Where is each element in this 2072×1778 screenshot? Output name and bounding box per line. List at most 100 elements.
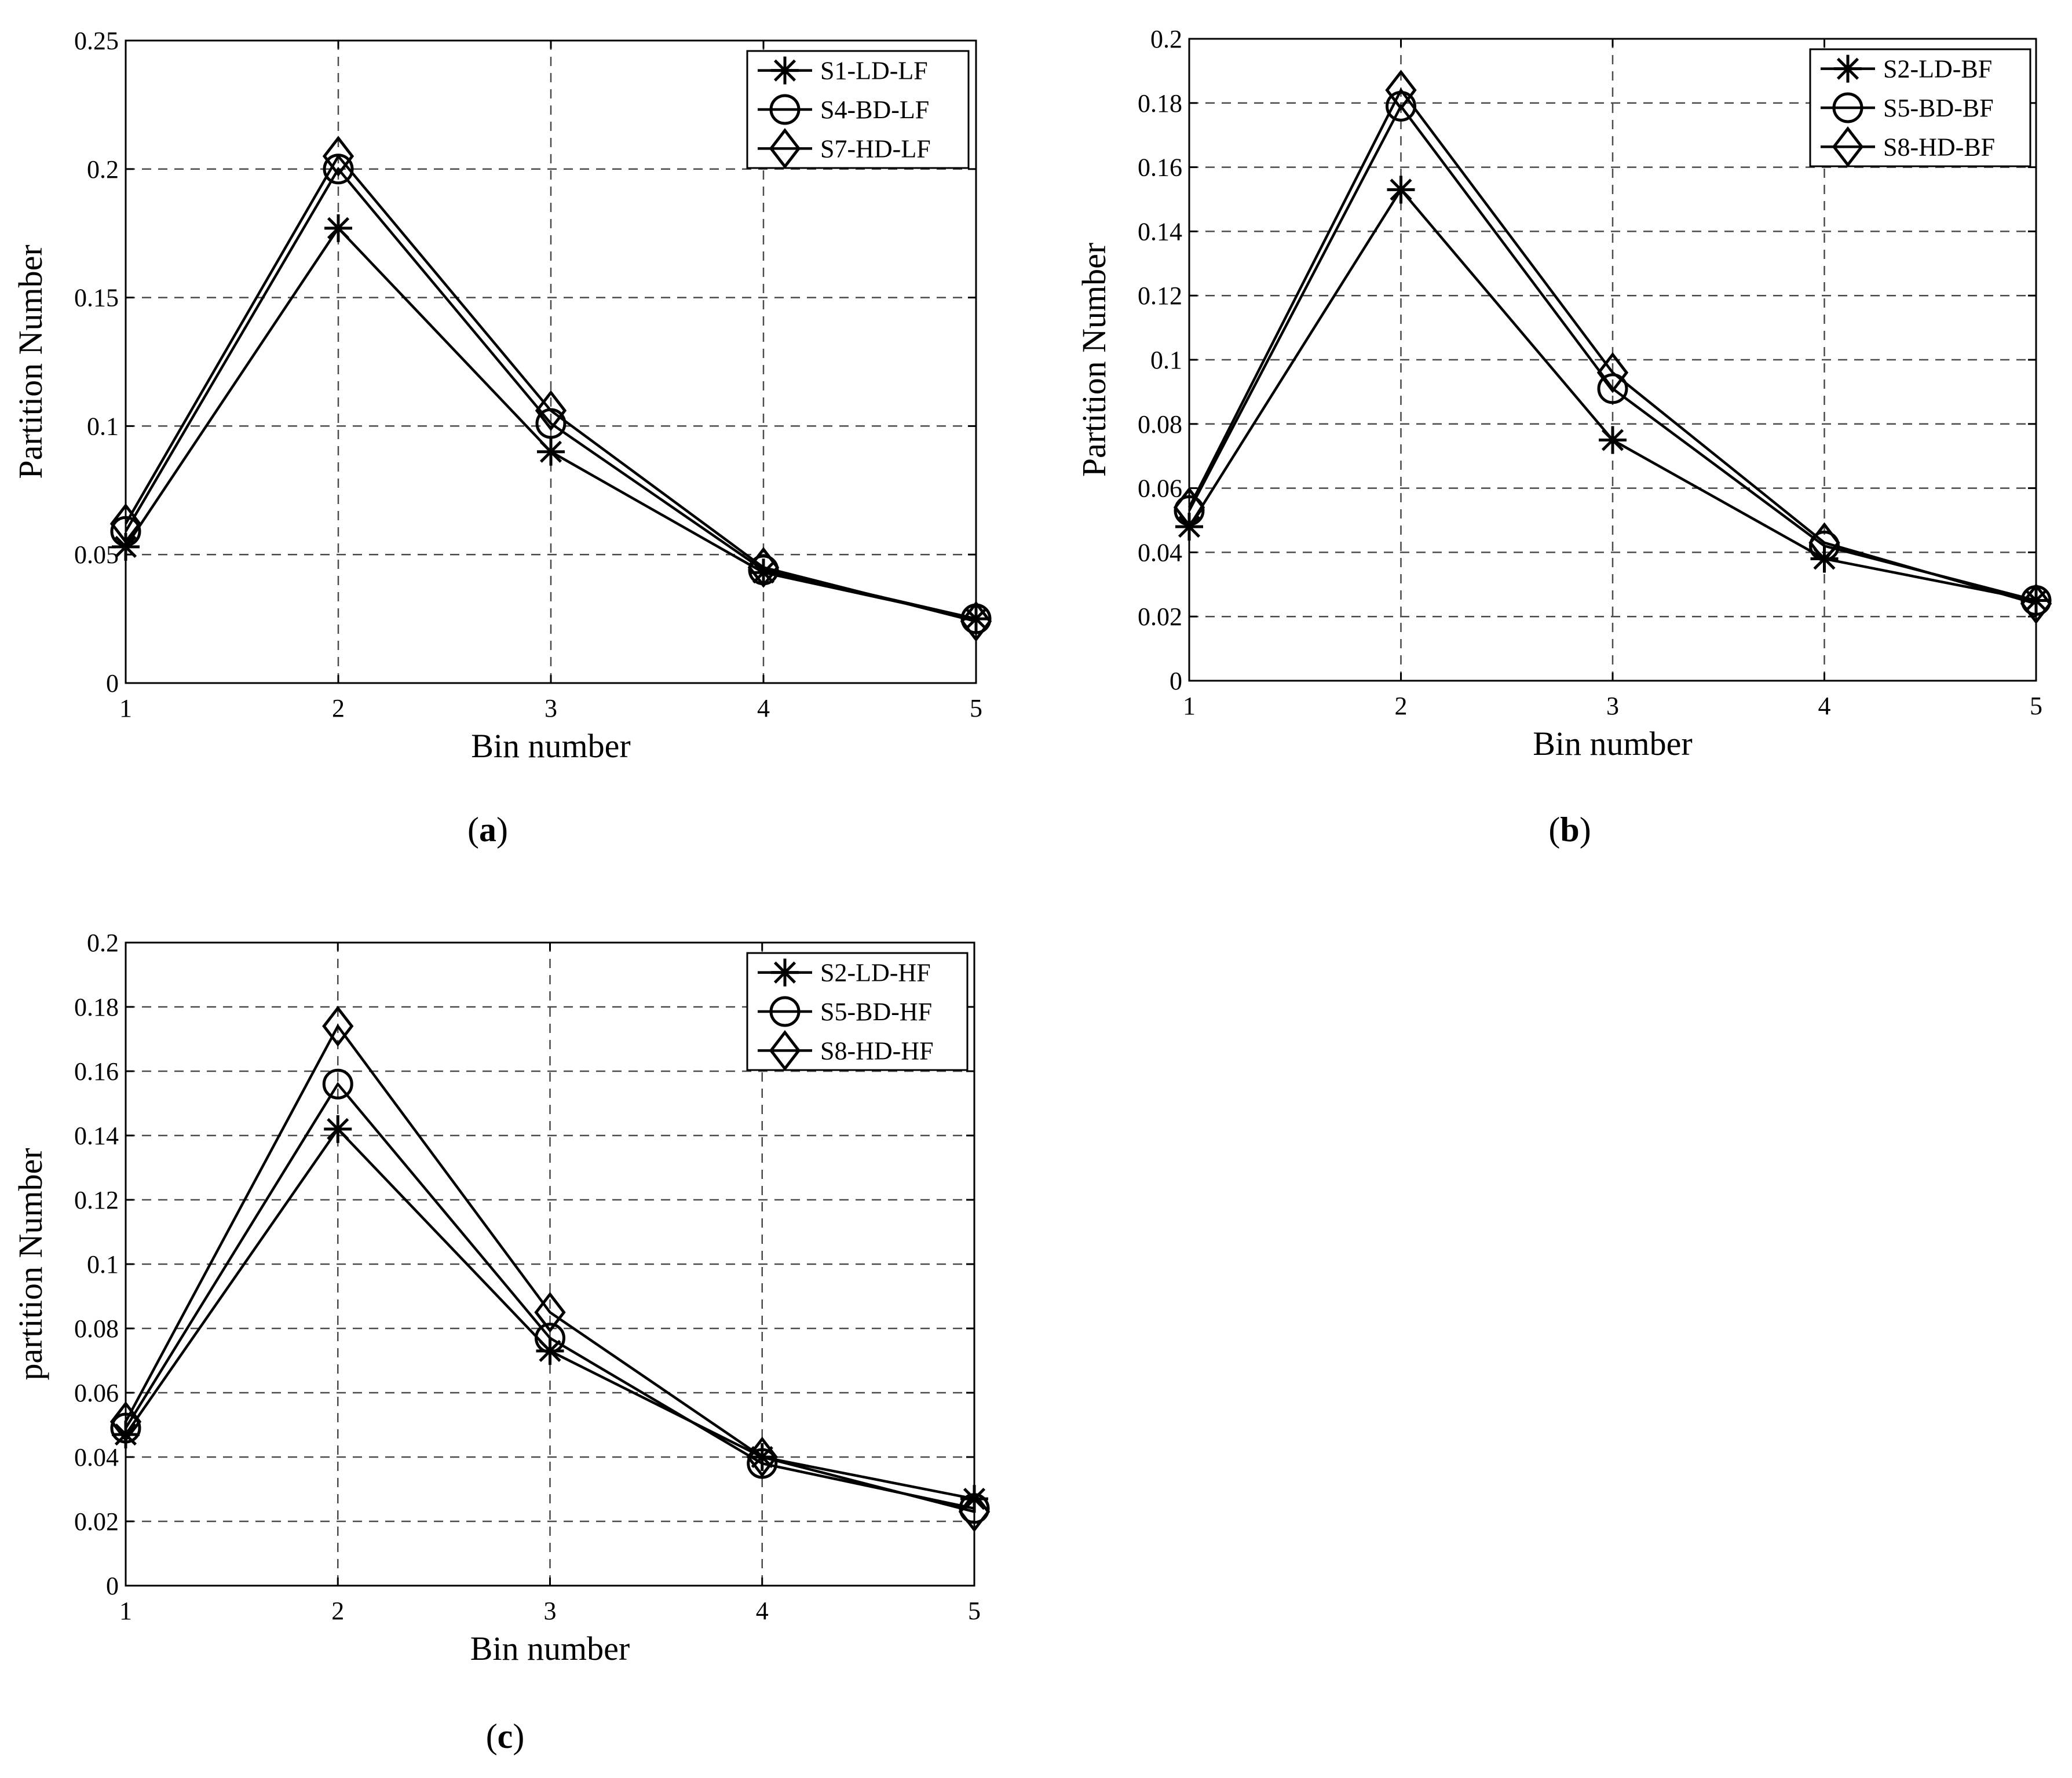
panel-a-legend-marker-2	[769, 128, 801, 169]
panel-a-xtick-label-3: 4	[757, 694, 770, 722]
panel-b-chart: 1 2 3 4 5 0 0.02 0.04 0.06 0.08 0.1 0.12 0.14 0.16 0.1…	[1075, 25, 2052, 849]
panel-c-ylabel: partition Number	[12, 1148, 49, 1380]
panel-a-series-2-point-4	[960, 601, 992, 642]
panel-c-series-0-point-1	[324, 1115, 352, 1143]
panel-a-caption-open-paren: (	[467, 810, 479, 849]
panel-b-series-2-point-2	[1596, 352, 1629, 393]
panel-c-series-2-point-1	[322, 1005, 354, 1047]
panel-b-xlabel: Bin number	[1533, 725, 1692, 762]
panel-a-legend-label-1: S4-BD-LF	[820, 96, 929, 124]
panel-b-series-0-point-1-stroke-d2	[1390, 178, 1412, 201]
panel-a-xtick-label-2: 3	[545, 694, 557, 722]
panel-c-xtick-label-1: 2	[331, 1597, 344, 1625]
panel-b-caption-close-paren: )	[1580, 810, 1591, 849]
panel-b-series-2-point-1	[1385, 70, 1417, 111]
panel-c-series-1-line	[125, 1082, 975, 1510]
panel-a-xtick-label-1: 2	[332, 694, 345, 722]
panel-b-caption-letter: b	[1560, 810, 1579, 849]
panel-c-series-1-point-1	[322, 1068, 353, 1100]
panel-b-caption-open-paren: (	[1548, 810, 1560, 849]
panel-c-xtick-label-3: 4	[756, 1597, 769, 1625]
panel-c-caption-letter: c	[498, 1717, 513, 1755]
panel-b-series-2-line	[1187, 87, 2037, 605]
panel-b-legend-marker-0-stroke-d2	[1836, 57, 1859, 80]
panel-b-ytick-label-8: 0.16	[1138, 154, 1182, 182]
panel-c-legend-label-1: S5-BD-HF	[820, 998, 932, 1026]
panel-a-series-0-point-3-stroke-d2	[752, 561, 775, 584]
panel-b-xtick-label-2: 3	[1606, 692, 1619, 720]
panel-a-ytick-label-1: 0.05	[74, 541, 119, 569]
panel-a-series-2-point-3	[747, 547, 780, 588]
panel-c-legend-label-0: S2-LD-HF	[820, 959, 931, 987]
panel-b-legend-marker-2	[1832, 126, 1864, 167]
panel-b-ytick-label-0: 0	[1170, 667, 1182, 695]
panel-b-legend: S2-LD-BF S5-BD-BF S8-HD-BF	[1809, 48, 2031, 167]
panel-a-legend-label-0: S1-LD-LF	[820, 57, 928, 85]
panel-a-series-0-point-0-stroke-d2	[114, 535, 137, 558]
panel-c-xlabel: Bin number	[470, 1630, 630, 1667]
panel-c-series-2-point-3	[746, 1436, 778, 1478]
panel-b-legend-marker-0	[1834, 54, 1862, 83]
panel-b-ytick-label-5: 0.1	[1150, 346, 1182, 374]
panel-a-ytick-label-3: 0.15	[74, 284, 119, 312]
panel-b-ytick-label-4: 0.08	[1138, 410, 1182, 439]
panel-b-series-0-point-2	[1599, 426, 1627, 454]
panel-c-series-2-point-2	[534, 1291, 566, 1333]
panel-a-legend-label-2: S7-HD-LF	[820, 134, 931, 163]
panel-c-ytick-label-6: 0.12	[74, 1186, 119, 1214]
panel-b-ytick-label-3: 0.06	[1138, 474, 1182, 503]
panel-c-legend: S2-LD-HF S5-BD-HF S8-HD-HF	[746, 952, 969, 1071]
panel-b-ytick-label-2: 0.04	[1138, 538, 1182, 567]
panel-a-legend-marker-0-stroke-d2	[773, 59, 796, 82]
panel-a-series-2-point-0	[109, 503, 142, 545]
panel-c-caption: (c)	[486, 1717, 525, 1755]
panel-c-ytick-label-7: 0.14	[74, 1122, 119, 1150]
panel-a-legend-marker-1	[769, 94, 801, 125]
panel-c-series-2-point-4	[958, 1491, 991, 1532]
panel-c-series-2	[109, 1005, 991, 1532]
panel-b-series-1-point-2	[1597, 373, 1628, 404]
panel-c-ytick-label-8: 0.16	[74, 1057, 119, 1086]
panel-c-ytick-label-5: 0.1	[87, 1250, 119, 1279]
panel-a-series-1-point-0	[110, 516, 141, 547]
panel-b-xtick-label-3: 4	[1818, 692, 1831, 720]
panel-c-xtick-label-0: 1	[119, 1597, 132, 1625]
panel-b-series-2	[1173, 70, 2052, 625]
panel-c-ytick-label-10: 0.2	[87, 929, 119, 957]
panel-c-ytick-label-0: 0	[106, 1572, 119, 1600]
panel-c-series-0-point-4-stroke-d2	[963, 1488, 986, 1510]
panel-b-ytick-label-6: 0.12	[1138, 282, 1182, 310]
panel-a-series-0-point-1-stroke-d2	[327, 217, 350, 239]
panel-b-ytick-label-9: 0.18	[1138, 89, 1182, 118]
panel-b-series-0-point-1	[1387, 176, 1415, 204]
panel-b-ylabel: Partition Number	[1075, 243, 1113, 477]
panel-b-xtick-label-1: 2	[1395, 692, 1408, 720]
panel-c-series-0-point-1-stroke-d2	[327, 1118, 349, 1140]
panel-a-caption-close-paren: )	[496, 810, 508, 849]
panel-c-caption-close-paren: )	[513, 1717, 524, 1755]
panel-a-xlabel: Bin number	[471, 727, 630, 765]
panel-c-ytick-label-4: 0.08	[74, 1315, 119, 1343]
panel-c-legend-marker-1	[769, 996, 801, 1027]
panel-c-ytick-label-2: 0.04	[74, 1443, 119, 1472]
panel-b-ytick-label-1: 0.02	[1138, 603, 1182, 631]
panel-a-series-2	[109, 136, 992, 642]
panel-b-ytick-label-10: 0.2	[1150, 25, 1182, 53]
panel-a-series-2-point-2	[535, 390, 567, 432]
panel-b-series-2-point-3	[1808, 522, 1840, 564]
panel-a-legend-marker-0	[771, 56, 799, 85]
panel-c-ytick-label-1: 0.02	[74, 1507, 119, 1536]
panel-c-legend-label-2: S8-HD-HF	[820, 1036, 934, 1065]
panel-a-series-2-line	[125, 154, 977, 623]
panel-a-ytick-label-0: 0	[106, 669, 119, 698]
panel-c-series-1-point-2	[535, 1323, 565, 1354]
panel-b-legend-label-0: S2-LD-BF	[1883, 55, 1992, 83]
panel-a-ytick-label-2: 0.1	[87, 412, 119, 440]
panel-a-series-0-point-1	[324, 214, 352, 242]
panel-c-xtick-label-4: 5	[968, 1597, 981, 1625]
panel-a-series-2-point-1	[322, 136, 355, 177]
panel-a-caption: (a)	[467, 810, 508, 849]
panel-b-series-2-point-4	[2020, 583, 2052, 625]
panel-b-legend-label-2: S8-HD-BF	[1883, 133, 1995, 161]
